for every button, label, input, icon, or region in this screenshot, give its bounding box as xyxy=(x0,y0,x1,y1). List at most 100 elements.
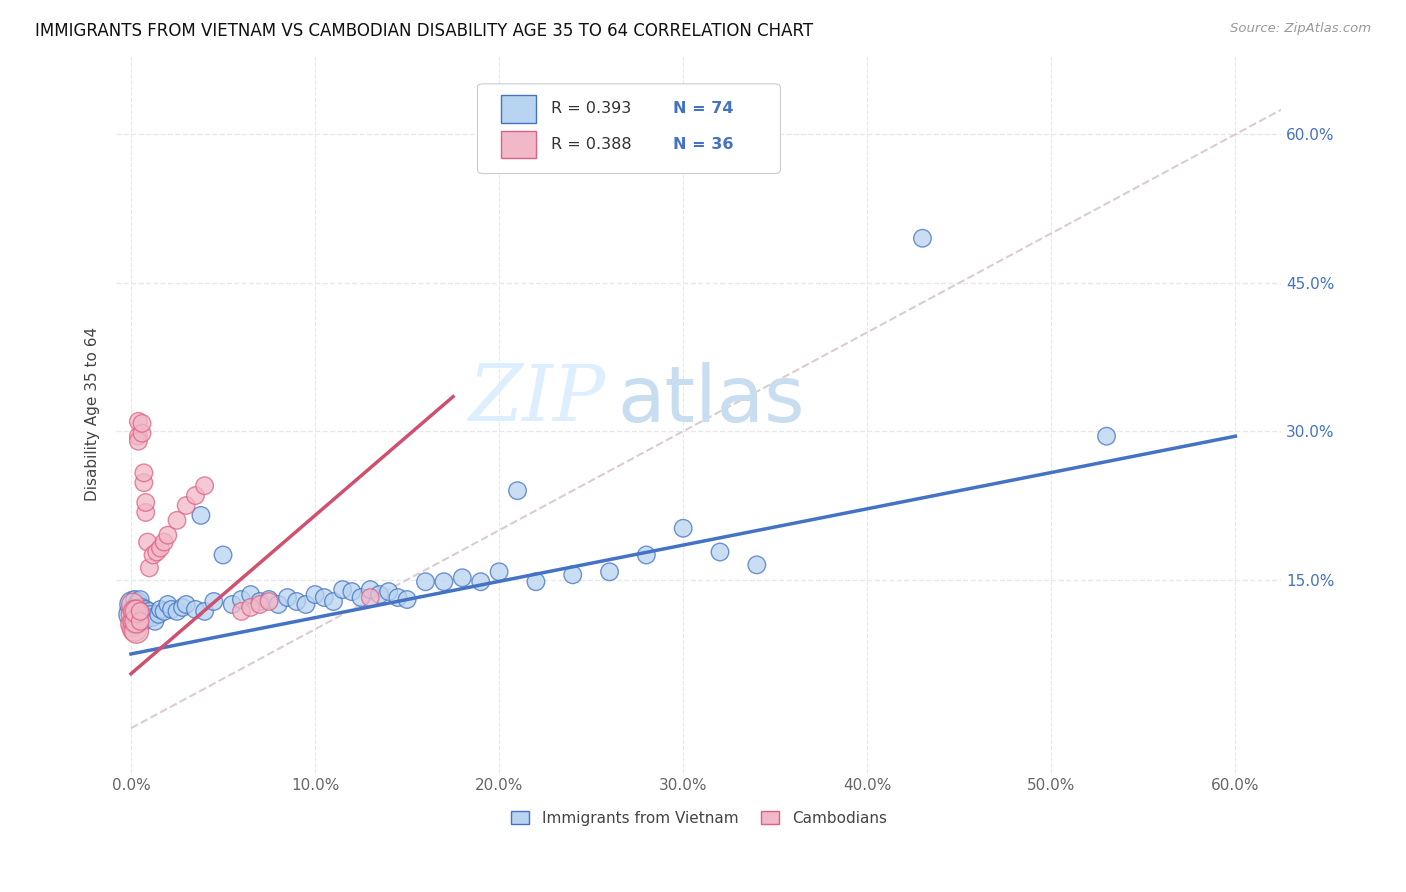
Point xyxy=(488,565,510,579)
Text: Source: ZipAtlas.com: Source: ZipAtlas.com xyxy=(1230,22,1371,36)
Point xyxy=(124,592,146,607)
FancyBboxPatch shape xyxy=(501,131,536,159)
Point xyxy=(166,513,188,527)
Point xyxy=(129,604,152,618)
Point xyxy=(125,607,148,622)
Point xyxy=(135,602,157,616)
Point xyxy=(153,604,176,618)
Point xyxy=(121,607,143,622)
Point xyxy=(1095,429,1118,443)
Text: atlas: atlas xyxy=(617,361,804,438)
Point xyxy=(276,591,298,605)
Point xyxy=(239,600,262,615)
Point xyxy=(131,426,153,441)
Text: IMMIGRANTS FROM VIETNAM VS CAMBODIAN DISABILITY AGE 35 TO 64 CORRELATION CHART: IMMIGRANTS FROM VIETNAM VS CAMBODIAN DIS… xyxy=(35,22,813,40)
Point xyxy=(524,574,547,589)
Point xyxy=(304,588,326,602)
Point xyxy=(160,602,183,616)
Point xyxy=(387,591,409,605)
Point xyxy=(174,598,197,612)
Text: N = 74: N = 74 xyxy=(673,102,734,117)
Point xyxy=(127,414,149,428)
Point xyxy=(127,594,149,608)
Point xyxy=(166,604,188,618)
Point xyxy=(194,479,217,493)
Point xyxy=(142,548,165,562)
Point xyxy=(124,622,146,636)
Point xyxy=(561,567,583,582)
Point xyxy=(194,604,217,618)
Point xyxy=(124,612,146,626)
Point xyxy=(136,607,159,622)
Point xyxy=(368,588,391,602)
Point xyxy=(470,574,492,589)
Point xyxy=(129,615,152,629)
FancyBboxPatch shape xyxy=(478,84,780,174)
Point xyxy=(121,617,143,632)
Point xyxy=(332,582,354,597)
Point xyxy=(212,548,235,562)
Point xyxy=(127,615,149,629)
Point xyxy=(131,610,153,624)
Point xyxy=(202,594,225,608)
Point xyxy=(125,624,148,639)
Point xyxy=(127,429,149,443)
Point xyxy=(415,574,437,589)
Point xyxy=(239,588,262,602)
Point xyxy=(672,521,695,535)
Point xyxy=(249,598,271,612)
Legend: Immigrants from Vietnam, Cambodians: Immigrants from Vietnam, Cambodians xyxy=(510,811,887,826)
Y-axis label: Disability Age 35 to 64: Disability Age 35 to 64 xyxy=(86,326,100,501)
Point xyxy=(172,600,194,615)
Point xyxy=(257,594,280,608)
Point xyxy=(129,612,152,626)
Point xyxy=(121,607,143,622)
Point xyxy=(129,602,152,616)
Point xyxy=(132,466,155,480)
Point xyxy=(135,612,157,626)
Point xyxy=(433,574,456,589)
Text: N = 36: N = 36 xyxy=(673,137,734,153)
Point xyxy=(138,604,160,618)
Point xyxy=(599,565,621,579)
FancyBboxPatch shape xyxy=(501,95,536,122)
Point xyxy=(231,604,253,618)
Point xyxy=(231,592,253,607)
Point xyxy=(127,434,149,449)
Point xyxy=(125,598,148,612)
Point xyxy=(451,571,474,585)
Point xyxy=(148,607,170,622)
Point xyxy=(190,508,212,523)
Point xyxy=(124,602,146,616)
Point xyxy=(267,598,290,612)
Point xyxy=(285,594,308,608)
Point xyxy=(121,598,143,612)
Point xyxy=(149,602,172,616)
Point xyxy=(184,602,207,616)
Point xyxy=(125,617,148,632)
Point xyxy=(132,615,155,629)
Point xyxy=(257,592,280,607)
Point xyxy=(506,483,529,498)
Point xyxy=(124,604,146,618)
Point xyxy=(132,604,155,618)
Point xyxy=(131,600,153,615)
Point xyxy=(136,535,159,549)
Point xyxy=(359,591,381,605)
Point xyxy=(156,598,179,612)
Text: ZIP: ZIP xyxy=(468,361,606,438)
Point xyxy=(121,598,143,612)
Point xyxy=(340,584,363,599)
Point xyxy=(142,610,165,624)
Point xyxy=(129,592,152,607)
Point xyxy=(156,528,179,542)
Point xyxy=(125,604,148,618)
Point xyxy=(745,558,768,572)
Point xyxy=(174,499,197,513)
Point xyxy=(138,610,160,624)
Point xyxy=(125,615,148,629)
Point xyxy=(127,604,149,618)
Point xyxy=(131,417,153,431)
Point xyxy=(911,231,934,245)
Text: R = 0.388: R = 0.388 xyxy=(551,137,631,153)
